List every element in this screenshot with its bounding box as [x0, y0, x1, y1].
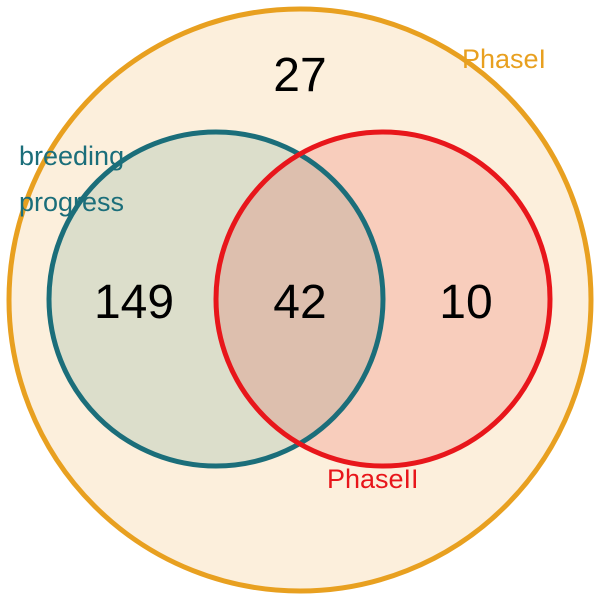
phase2-label: PhaseII	[327, 464, 419, 494]
breeding-label-line1: breeding	[19, 141, 124, 171]
count-breeding-only: 149	[94, 276, 174, 329]
breeding-label-line2: progress	[19, 187, 124, 217]
overlap-region	[216, 132, 383, 466]
count-breeding-phase2: 42	[273, 276, 326, 329]
count-phase2-only: 10	[439, 276, 492, 329]
phase1-label: PhaseI	[462, 44, 546, 74]
count-phase1-only: 27	[273, 49, 326, 102]
phase2-circle-outline	[213, 129, 553, 469]
breeding-circle-outline	[46, 129, 386, 469]
